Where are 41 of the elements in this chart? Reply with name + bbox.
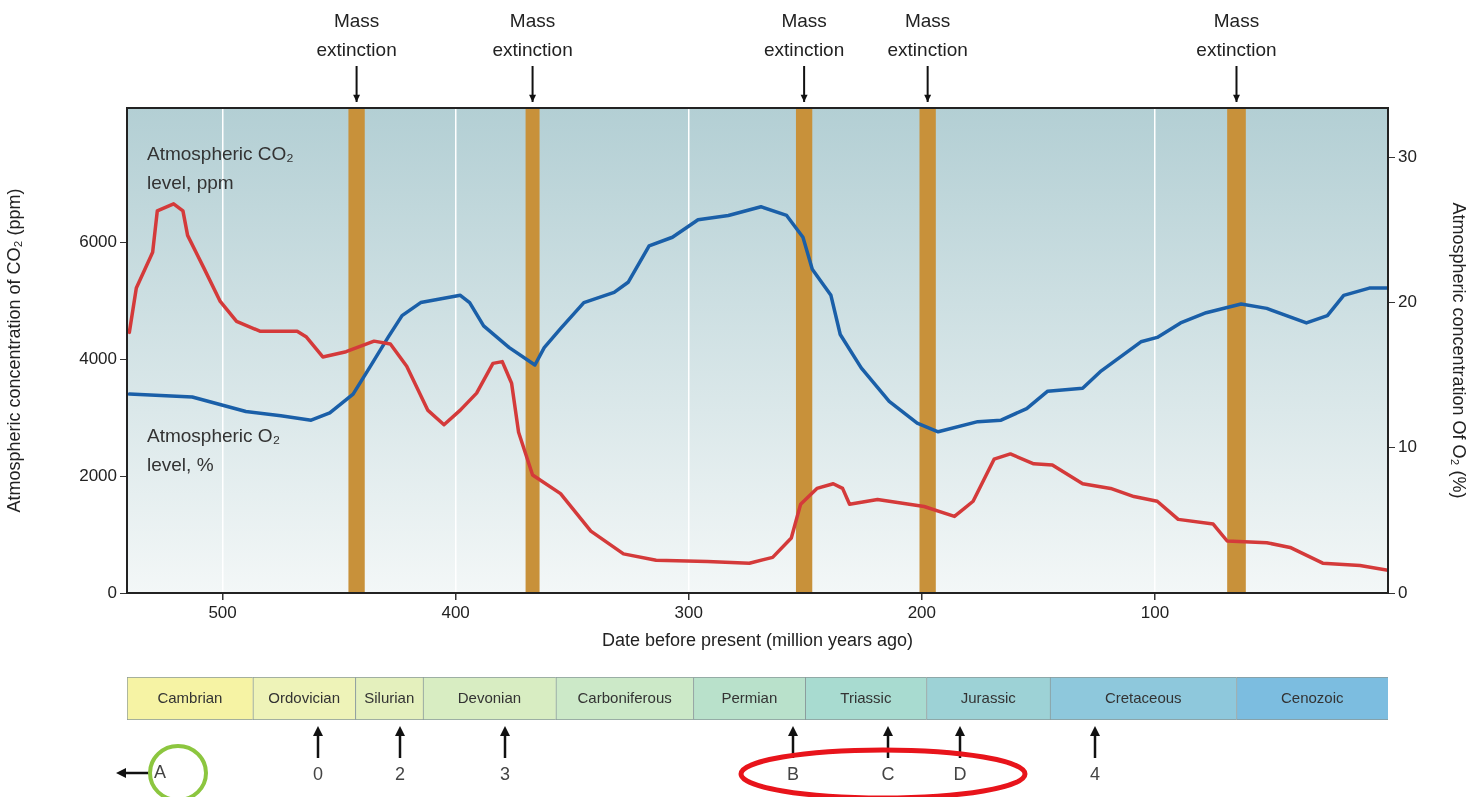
text: 3 <box>499 764 511 785</box>
y2-tick-label: 10 <box>1398 437 1417 457</box>
series-label: Cambrian <box>157 688 223 706</box>
band-label: Mass extinction <box>316 10 397 60</box>
y2-tick-label: 20 <box>1398 292 1417 312</box>
series-label: Atmospheric CO₂ level, ppm <box>147 143 294 193</box>
x-tick-label: 300 <box>674 602 703 622</box>
x-tick-label: 400 <box>441 602 470 622</box>
y2-tick-label: 30 <box>1398 147 1417 167</box>
series-label: Triassic <box>840 688 892 706</box>
y2-axis-title: Atmospheric concentration Of O₂ (%) <box>1449 202 1470 499</box>
series-label: Cretaceous <box>1104 688 1182 706</box>
band-label: Mass extinction <box>1196 10 1277 60</box>
text: 2 <box>394 764 406 785</box>
x-tick-label: 200 <box>907 602 937 622</box>
y-tick-label: 4000 <box>79 348 117 368</box>
text: 0 <box>312 764 324 785</box>
text: A <box>154 762 167 783</box>
band-label: Mass extinction <box>763 10 845 60</box>
x-tick-label: 500 <box>208 602 237 622</box>
series-label: Devonian <box>457 688 522 706</box>
text: B <box>786 764 800 785</box>
band-label: Mass extinction <box>492 10 573 60</box>
y-tick-label: 6000 <box>79 232 117 252</box>
x-axis-title: Date before present (million years ago) <box>601 630 914 651</box>
text: 4 <box>1089 764 1101 785</box>
series-label: Atmospheric O₂ level, % <box>147 425 281 476</box>
series-label: Silurian <box>364 688 415 706</box>
series-label: Carboniferous <box>577 688 672 706</box>
y-tick-label: 0 <box>107 582 117 602</box>
band-label: Mass extinction <box>887 10 968 60</box>
series-label: Permian <box>721 688 778 706</box>
series-label: Ordovician <box>268 688 340 706</box>
x-tick-label: 100 <box>1140 602 1170 622</box>
y-axis-title: Atmospheric concentration of CO₂ (ppm) <box>3 188 24 513</box>
series-label: Cenozoic <box>1280 688 1345 706</box>
y-tick-label: 2000 <box>79 465 117 485</box>
series-label: Jurassic <box>960 688 1017 706</box>
y2-tick-label: 0 <box>1398 582 1408 602</box>
text: D <box>952 764 968 785</box>
text: C <box>880 764 896 785</box>
